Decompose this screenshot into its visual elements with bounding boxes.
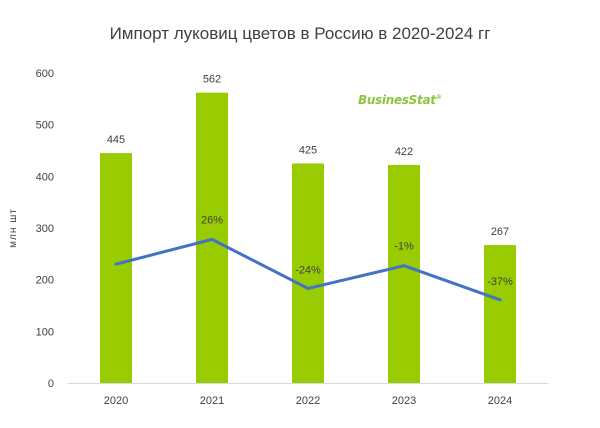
line-data-label: 26% [201,214,223,226]
bar [100,153,132,383]
logo-registered-mark: ® [435,94,442,101]
bar-data-label: 425 [299,144,317,156]
x-tick-label: 2024 [488,395,512,407]
line-point [210,237,214,241]
line-data-label: -1% [394,241,414,253]
y-tick-label: 600 [36,68,54,80]
y-tick-label: 300 [36,223,54,235]
line-data-label: -24% [295,264,321,276]
x-tick-label: 2023 [392,395,416,407]
y-tick-label: 200 [36,275,54,287]
y-tick-label: 0 [48,378,54,390]
y-axis-label: млн шт [8,208,19,248]
bar-data-label: 445 [107,134,125,146]
bar [484,245,516,383]
y-tick-label: 100 [36,326,54,338]
line-point [498,298,502,302]
y-tick-label: 500 [36,120,54,132]
line-point [306,286,310,290]
businesstat-logo: BusinesStat® [358,93,442,107]
line-point [114,262,118,266]
bar [388,164,420,383]
bar [196,92,228,383]
logo-text: BusinesStat [358,93,436,107]
y-tick-label: 400 [36,171,54,183]
bar-data-label: 562 [203,74,221,86]
chart-title: Импорт луковиц цветов в Россию в 2020-20… [109,24,491,43]
bar [292,163,324,383]
x-tick-label: 2021 [200,395,224,407]
bar-data-label: 422 [395,146,413,158]
x-tick-label: 2020 [104,395,128,407]
line-data-label: -37% [487,276,513,288]
x-tick-label: 2022 [296,395,320,407]
line-point [402,264,406,268]
bar-data-label: 267 [491,226,509,238]
